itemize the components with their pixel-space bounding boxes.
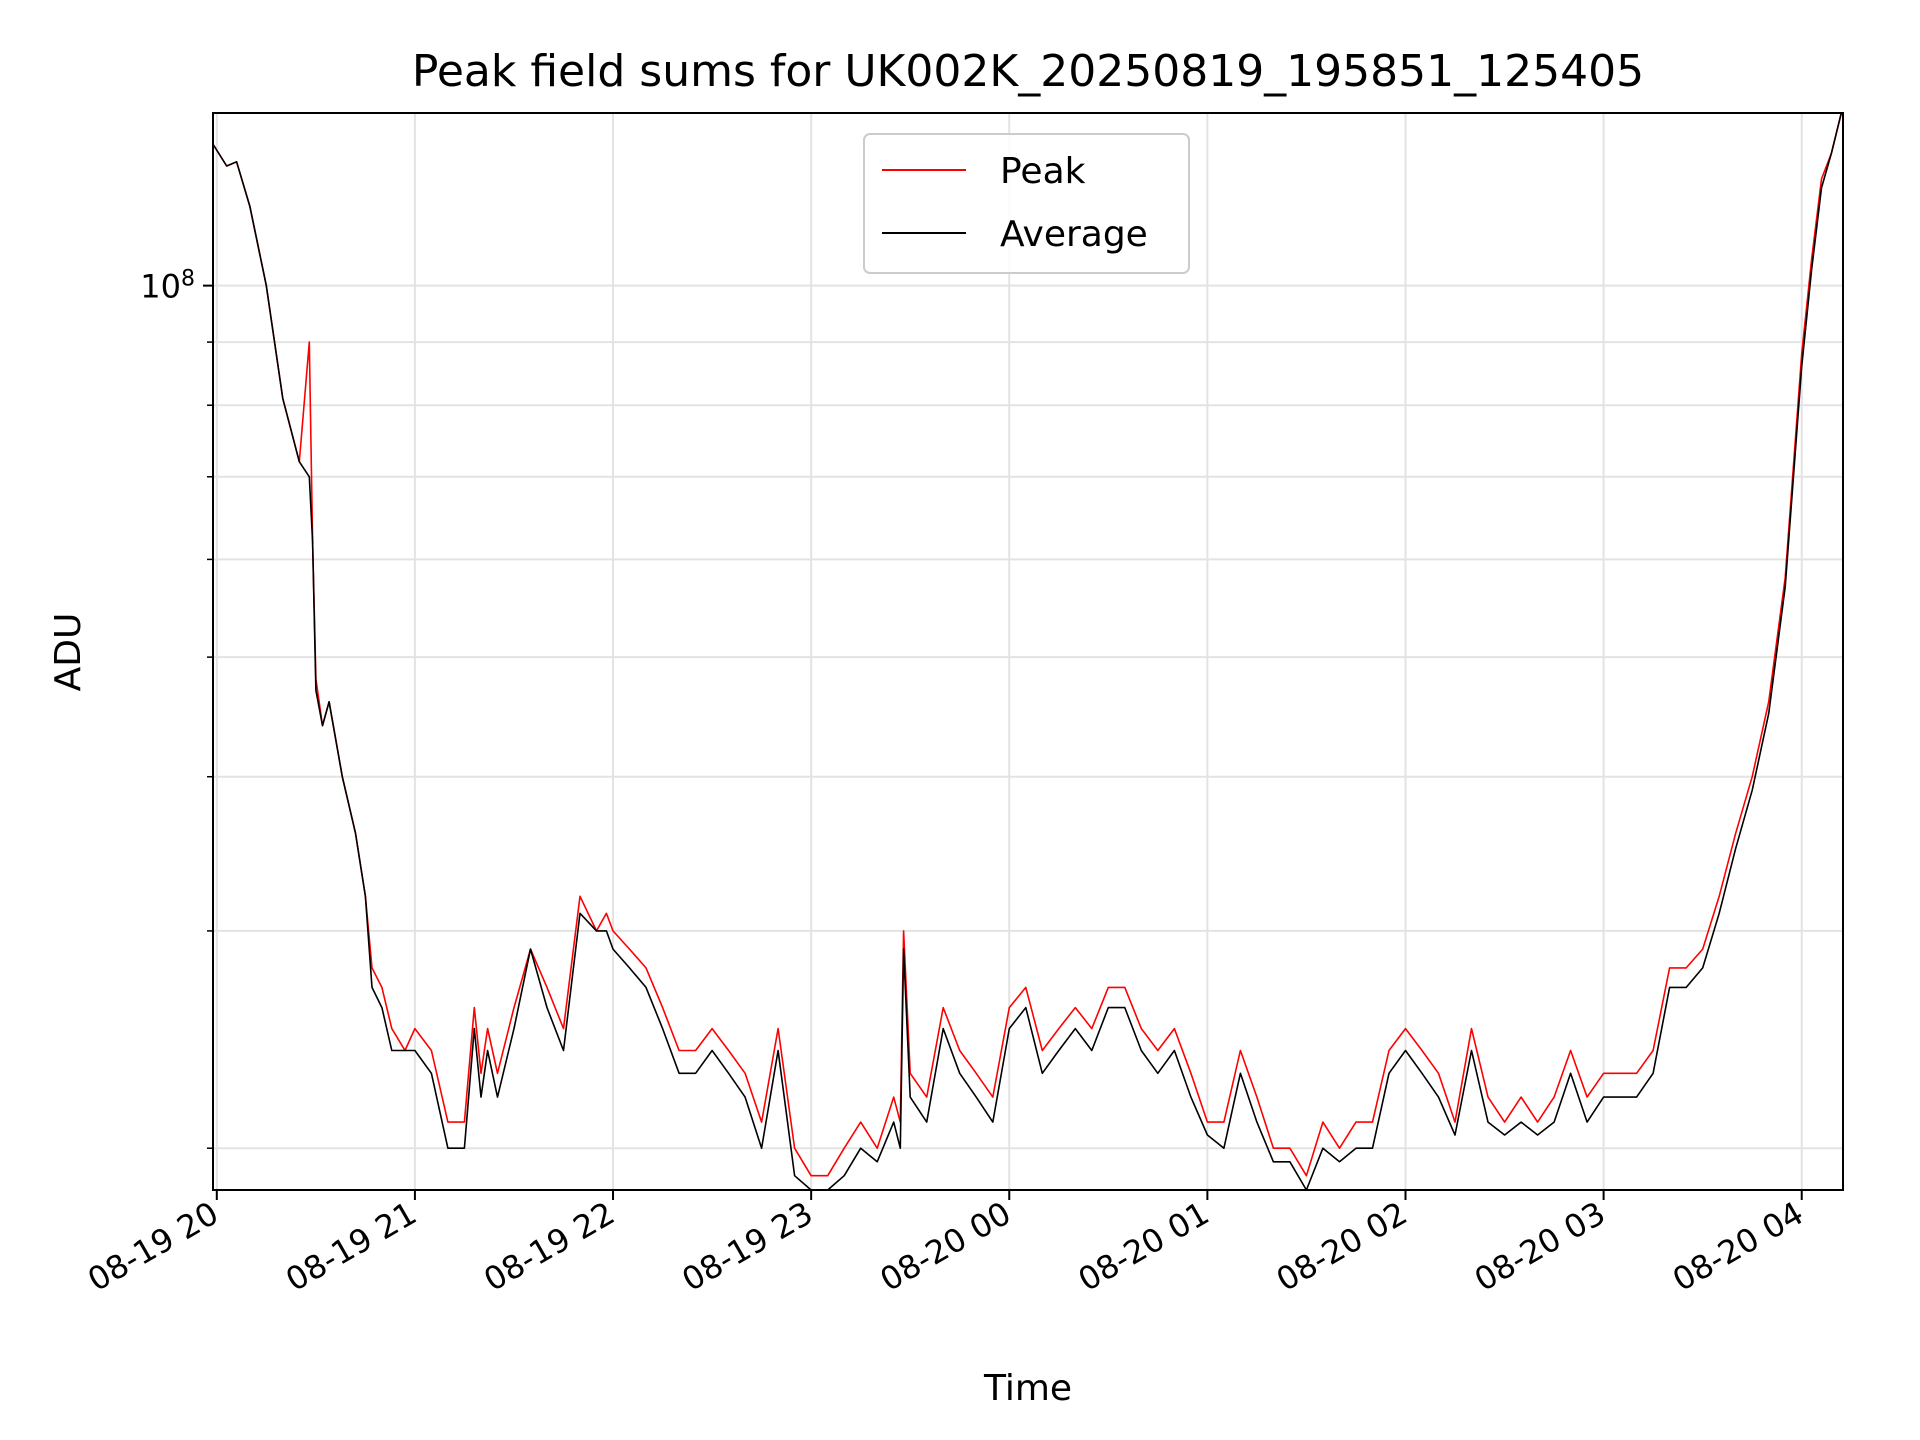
chart-title: Peak field sums for UK002K_20250819_1958…: [412, 46, 1644, 97]
legend-box: [863, 133, 1190, 274]
grid: [213, 113, 1843, 1190]
legend: Peak Average: [863, 133, 1190, 274]
series-line-average: [212, 112, 1843, 1191]
series-layer: [212, 112, 1843, 1191]
series-line-peak: [212, 112, 1843, 1177]
legend-label-average: Average: [1000, 214, 1148, 255]
x-axis-label: Time: [983, 1368, 1072, 1409]
legend-label-peak: Peak: [1000, 151, 1086, 192]
y-axis-label: ADU: [48, 613, 89, 692]
plot-frame: [212, 112, 1844, 1191]
